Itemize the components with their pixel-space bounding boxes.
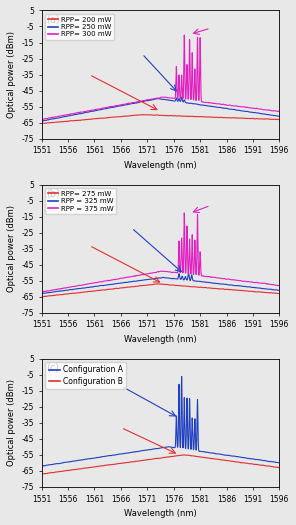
Y-axis label: Optical power (dBm): Optical power (dBm) [7,379,16,466]
X-axis label: Wavelength (nm): Wavelength (nm) [124,335,197,344]
Legend: Configuration A, Configuration B: Configuration A, Configuration B [46,362,126,389]
Text: (b): (b) [46,188,60,198]
Text: (c): (c) [46,362,59,372]
Legend: RPP= 275 mW, RPP = 325 mW, RPP = 375 mW: RPP= 275 mW, RPP = 325 mW, RPP = 375 mW [45,188,117,214]
Legend: RPP= 200 mW, RPP= 250 mW, RPP= 300 mW: RPP= 200 mW, RPP= 250 mW, RPP= 300 mW [45,14,114,40]
Text: (a): (a) [46,14,60,24]
X-axis label: Wavelength (nm): Wavelength (nm) [124,509,197,518]
Y-axis label: Optical power (dBm): Optical power (dBm) [7,205,16,292]
Y-axis label: Optical power (dBm): Optical power (dBm) [7,31,16,118]
X-axis label: Wavelength (nm): Wavelength (nm) [124,161,197,170]
